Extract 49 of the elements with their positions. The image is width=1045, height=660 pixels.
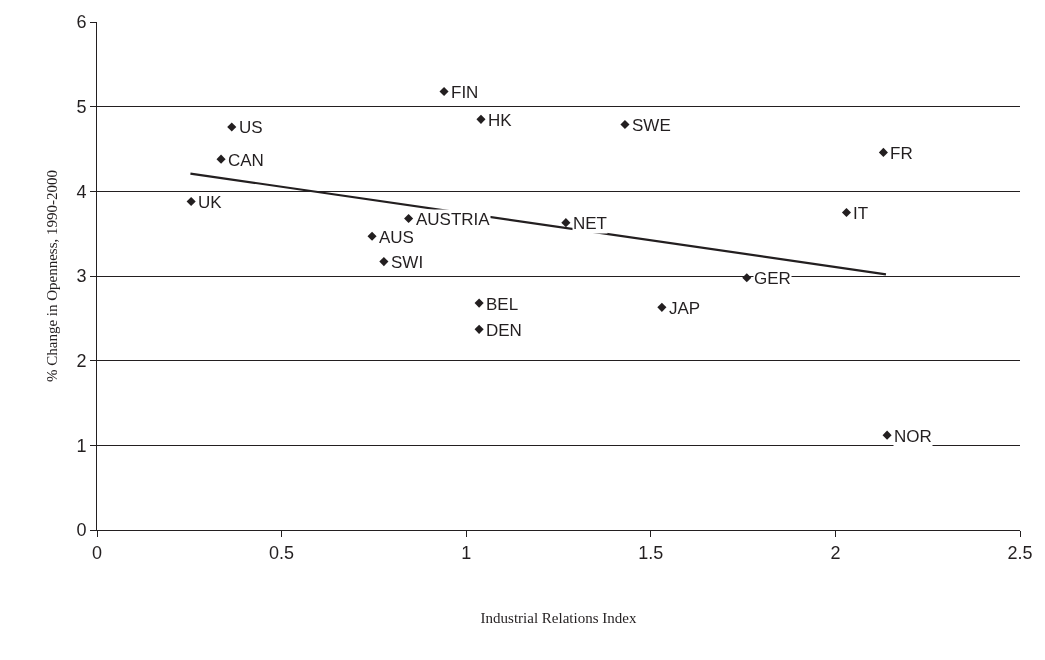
y-tick-label: 6 xyxy=(76,12,87,33)
y-tick-label: 0 xyxy=(76,520,87,541)
data-label: BEL xyxy=(486,295,519,314)
y-tick-label: 5 xyxy=(76,96,87,117)
data-label: SWI xyxy=(391,253,424,272)
data-label: GER xyxy=(754,269,791,288)
point xyxy=(657,302,667,312)
point xyxy=(227,122,237,132)
data-label: NET xyxy=(573,214,607,233)
point xyxy=(216,154,226,164)
point xyxy=(882,430,892,440)
y-tick-label: 4 xyxy=(76,181,87,202)
data-label: NOR xyxy=(894,427,932,446)
x-axis-title: Industrial Relations Index xyxy=(480,609,637,626)
point xyxy=(620,119,630,129)
data-label: IT xyxy=(853,204,869,223)
point xyxy=(367,231,377,241)
x-tick-label: 2.5 xyxy=(1007,542,1033,563)
point xyxy=(404,213,414,223)
point xyxy=(841,207,852,218)
data-label: AUS xyxy=(379,228,414,247)
y-tick-label: 2 xyxy=(76,350,87,371)
data-label: SWE xyxy=(632,116,671,135)
data-label: HK xyxy=(488,111,513,130)
x-tick-label: 0 xyxy=(91,542,103,563)
x-tick-label: 1.5 xyxy=(638,542,664,563)
x-tick-label: 1 xyxy=(461,542,472,563)
point xyxy=(742,273,752,283)
x-tick-label: 0.5 xyxy=(269,542,295,563)
y-tick-label: 1 xyxy=(76,435,87,456)
data-label: AUSTRIA xyxy=(416,210,491,229)
point xyxy=(476,114,486,124)
data-label: FIN xyxy=(451,83,479,102)
y-axis-title: % Change in Openness, 1990-2000 xyxy=(43,169,60,383)
data-label: UK xyxy=(198,193,223,212)
x-tick-label: 2 xyxy=(830,542,841,563)
point xyxy=(474,298,484,308)
point xyxy=(474,324,484,334)
data-label: US xyxy=(239,118,263,137)
data-label: FR xyxy=(890,144,913,163)
data-label: DEN xyxy=(486,321,522,340)
point xyxy=(561,218,571,228)
data-label: CAN xyxy=(228,151,264,170)
point xyxy=(186,196,196,207)
data-label: JAP xyxy=(669,299,701,318)
point xyxy=(439,86,449,96)
y-tick-label: 3 xyxy=(76,266,87,287)
point xyxy=(379,257,389,267)
point xyxy=(878,147,888,157)
